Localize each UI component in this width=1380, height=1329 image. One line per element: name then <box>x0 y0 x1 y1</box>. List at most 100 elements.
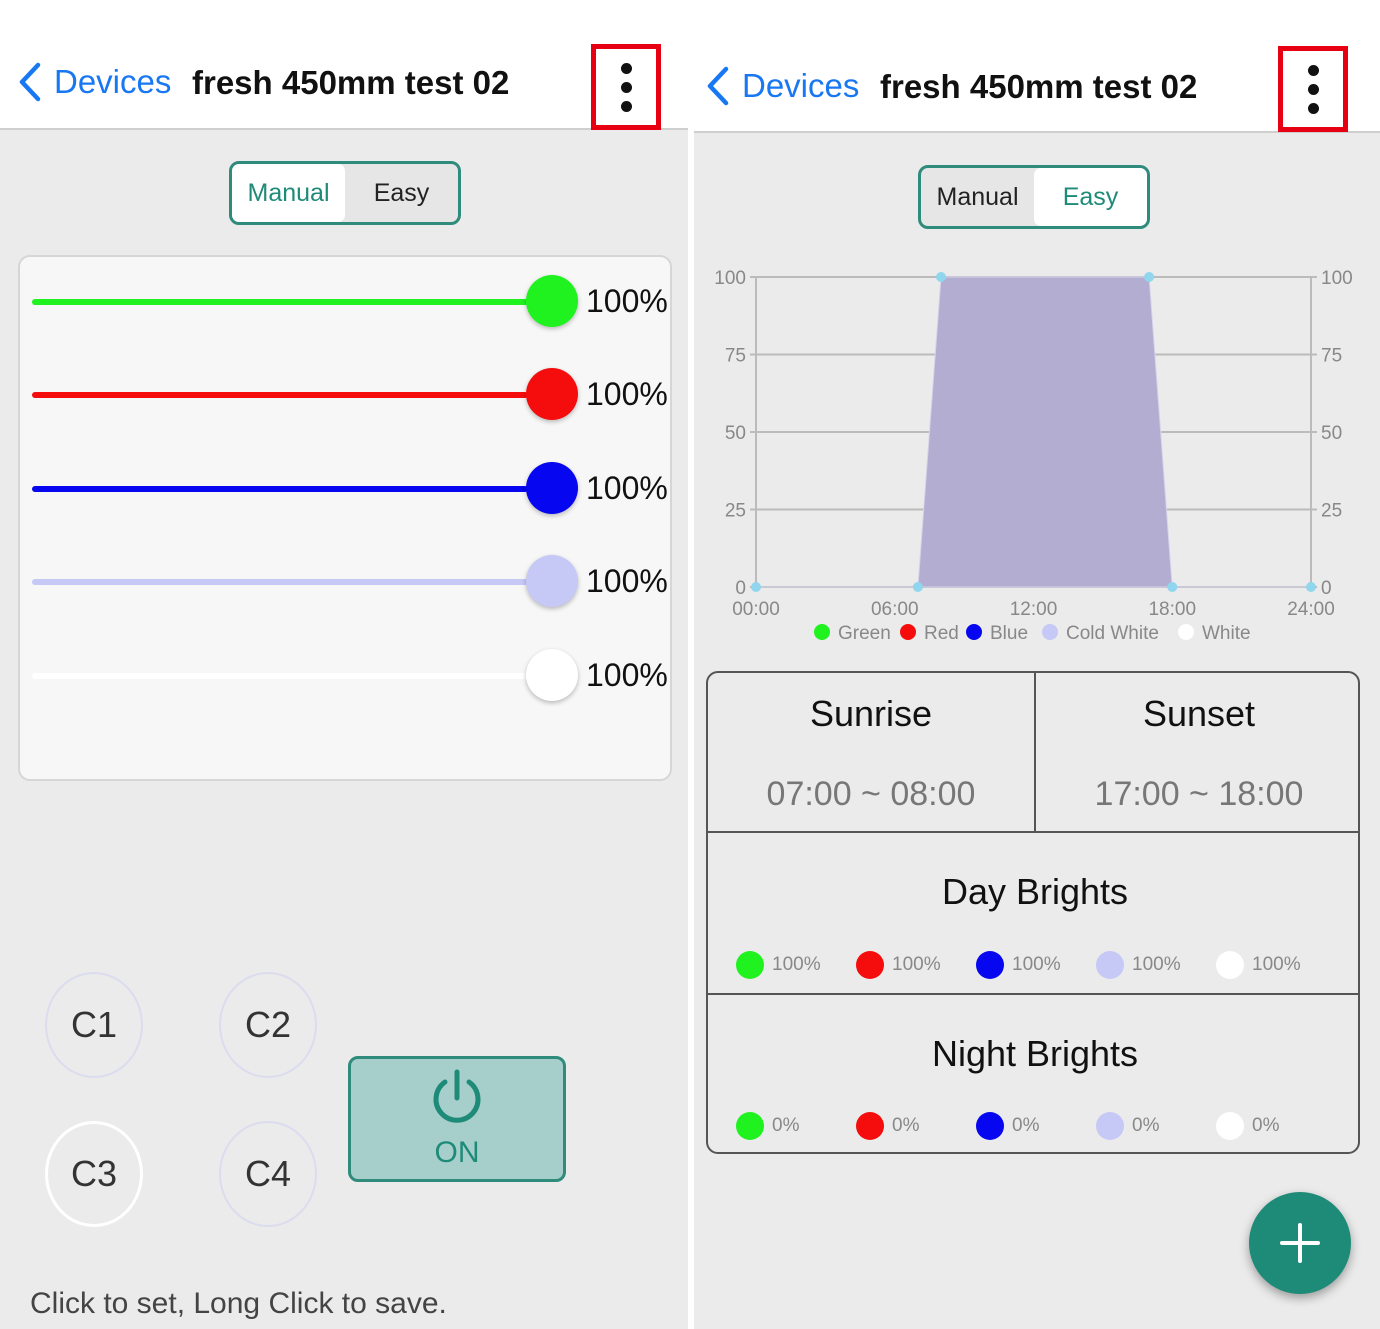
slider-cold-white[interactable]: 100% <box>32 553 668 613</box>
legend-swatch <box>900 624 916 640</box>
y-tick-label-right: 0 <box>1321 578 1332 599</box>
slider-white[interactable]: 100% <box>32 647 668 707</box>
cold-white-dot-icon <box>1096 951 1124 979</box>
more-menu-button[interactable] <box>1278 46 1348 132</box>
data-point <box>1144 272 1155 282</box>
y-tick-label-left: 100 <box>714 268 746 289</box>
y-tick-label-left: 50 <box>725 423 746 444</box>
slider-track[interactable] <box>32 299 528 305</box>
legend-label: Blue <box>990 623 1028 644</box>
sunrise-time: 07:00 ~ 08:00 <box>766 775 976 813</box>
night-value-green: 0% <box>736 1106 856 1146</box>
slider-value: 100% <box>586 470 668 506</box>
y-tick-label-left: 0 <box>735 578 746 599</box>
legend-swatch <box>814 624 830 640</box>
slider-red[interactable]: 100% <box>32 366 668 426</box>
slider-knob[interactable] <box>526 275 578 327</box>
slider-blue[interactable]: 100% <box>32 460 668 520</box>
day-value-cold-white: 100% <box>1096 945 1216 985</box>
hint-text: Click to set, Long Click to save. <box>30 1287 447 1320</box>
easy-mode-screen: Devices fresh 450mm test 02 Manual Easy … <box>694 0 1380 1329</box>
power-label: ON <box>434 1136 480 1169</box>
back-button[interactable]: Devices <box>706 66 859 106</box>
power-icon <box>433 1069 481 1123</box>
slider-value: 100% <box>586 657 668 693</box>
y-tick-label-left: 75 <box>725 346 746 367</box>
day-value-red: 100% <box>856 945 976 985</box>
night-value-white: 0% <box>1216 1106 1336 1146</box>
slider-knob[interactable] <box>526 462 578 514</box>
y-tick-label-right: 50 <box>1321 423 1342 444</box>
data-point <box>936 272 946 282</box>
green-dot-icon <box>736 951 764 979</box>
slider-track[interactable] <box>32 486 528 492</box>
data-point <box>1167 582 1178 592</box>
x-tick-label: 00:00 <box>732 599 780 620</box>
legend-swatch <box>966 624 982 640</box>
legend-label: Green <box>838 623 891 644</box>
red-dot-icon <box>856 951 884 979</box>
slider-knob[interactable] <box>526 649 578 701</box>
slider-green[interactable]: 100% <box>32 273 668 333</box>
data-point <box>1306 582 1316 592</box>
mode-toggle: Manual Easy <box>229 161 461 225</box>
device-title: fresh 450mm test 02 <box>192 64 510 101</box>
sunset-title: Sunset <box>1142 693 1256 734</box>
white-dot-icon <box>1216 951 1244 979</box>
more-vertical-icon <box>1307 64 1319 76</box>
slider-track[interactable] <box>32 392 528 398</box>
x-tick-label: 12:00 <box>1010 599 1058 620</box>
chevron-left-icon <box>19 62 41 102</box>
tab-manual[interactable]: Manual <box>936 182 1019 211</box>
legend-label: White <box>1202 623 1251 644</box>
preset-c1-button[interactable]: C1 <box>45 972 143 1078</box>
y-tick-label-right: 100 <box>1321 268 1353 289</box>
x-tick-label: 06:00 <box>871 599 919 620</box>
x-tick-label: 24:00 <box>1287 599 1335 620</box>
sunset-time: 17:00 ~ 18:00 <box>1094 775 1304 813</box>
schedule-chart: 0 0 25 25 50 50 75 75 100 100 00:00 06:00 12:00 18:00… <box>694 250 1380 660</box>
slider-knob[interactable] <box>526 368 578 420</box>
slider-track[interactable] <box>32 579 528 585</box>
power-button[interactable]: ON <box>348 1056 566 1182</box>
back-label: Devices <box>742 67 860 104</box>
day-value-white: 100% <box>1216 945 1336 985</box>
slider-knob[interactable] <box>526 555 578 607</box>
cell-divider <box>1034 673 1036 833</box>
chevron-left-icon <box>707 66 729 106</box>
green-dot-icon <box>736 1112 764 1140</box>
preset-c4-button[interactable]: C4 <box>219 1121 317 1227</box>
tab-easy[interactable]: Easy <box>1034 168 1147 226</box>
schedule-info-card: Sunrise 07:00 ~ 08:00 Sunset 17:00 ~ 18:… <box>706 671 1360 1154</box>
slider-value: 100% <box>586 376 668 412</box>
legend-label: Red <box>924 623 959 644</box>
device-title: fresh 450mm test 02 <box>880 68 1198 105</box>
night-value-blue: 0% <box>976 1106 1096 1146</box>
preset-c3-button[interactable]: C3 <box>45 1121 143 1227</box>
tab-easy[interactable]: Easy <box>373 178 430 207</box>
channel-sliders-card: 100% 100% 100% 100% 100% <box>18 255 672 781</box>
slider-value: 100% <box>586 563 668 599</box>
night-value-cold-white: 0% <box>1096 1106 1216 1146</box>
mode-toggle: Manual Easy <box>918 165 1150 229</box>
more-menu-button[interactable] <box>591 44 661 130</box>
night-brights-values: 0% 0% 0% 0% 0% <box>736 1106 1336 1146</box>
nav-bar: Devices fresh 450mm test 02 <box>694 0 1380 133</box>
back-button[interactable]: Devices <box>18 62 171 102</box>
blue-dot-icon <box>976 951 1004 979</box>
y-tick-label-right: 75 <box>1321 346 1342 367</box>
blue-dot-icon <box>976 1112 1004 1140</box>
slider-value: 100% <box>586 283 668 319</box>
data-point <box>751 582 761 592</box>
y-tick-label-left: 25 <box>725 501 746 522</box>
legend-swatch <box>1178 624 1194 640</box>
add-schedule-button[interactable] <box>1249 1192 1351 1294</box>
back-label: Devices <box>54 63 172 100</box>
day-brights-values: 100% 100% 100% 100% 100% <box>736 945 1336 985</box>
row-divider <box>708 831 1358 833</box>
preset-c2-button[interactable]: C2 <box>219 972 317 1078</box>
day-brights-title: Day Brights <box>941 871 1129 912</box>
nav-bar: Devices fresh 450mm test 02 <box>0 0 688 130</box>
slider-track[interactable] <box>32 673 528 679</box>
tab-manual[interactable]: Manual <box>232 164 345 222</box>
